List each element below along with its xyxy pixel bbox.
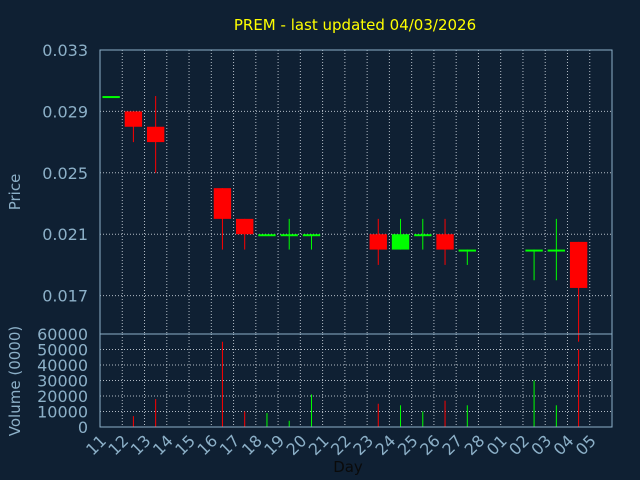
candle-body [569,241,588,288]
x-tick-labels: 1112131415161718192021222324252627280102… [82,431,600,459]
candle-body [213,188,232,219]
candle-body [458,249,476,252]
candle-body [302,234,321,237]
candle-body [391,234,410,250]
candle-body [124,111,143,127]
price-tick-labels: 0.033 0.029 0.025 0.021 0.017 [42,41,88,306]
candle-body [280,234,298,237]
volume-grid [100,334,613,427]
volume-tick-label: 60000 [37,325,88,344]
x-axis-label: Day [333,458,363,476]
candle-body [102,96,120,99]
volume-tick-label: 50000 [37,341,88,360]
volume-tick-label: 10000 [37,403,88,422]
chart-title: PREM - last updated 04/03/2026 [234,16,476,34]
price-tick-label: 0.033 [42,41,88,60]
volume-axis-label: Volume (0000) [6,326,24,436]
candle-body [258,234,276,237]
volume-tick-label: 0 [78,418,88,437]
candle-body [547,249,566,252]
price-tick-label: 0.025 [42,164,88,183]
price-tick-label: 0.021 [42,225,88,244]
candle-body [414,234,432,237]
candle-body [436,234,454,250]
price-grid [100,49,613,334]
volume-tick-label: 40000 [37,356,88,375]
price-tick-label: 0.017 [42,287,88,306]
price-tick-label: 0.029 [42,102,88,121]
volume-bars [132,341,580,427]
candle-body [146,126,165,143]
price-axis-label: Price [6,174,24,211]
volume-tick-label: 30000 [37,372,88,391]
volume-tick-label: 20000 [37,387,88,406]
volume-panel-frame [99,333,613,428]
candle-body [369,234,387,250]
price-candles [102,96,588,342]
candle-body [236,218,254,235]
candle-body [525,249,543,252]
